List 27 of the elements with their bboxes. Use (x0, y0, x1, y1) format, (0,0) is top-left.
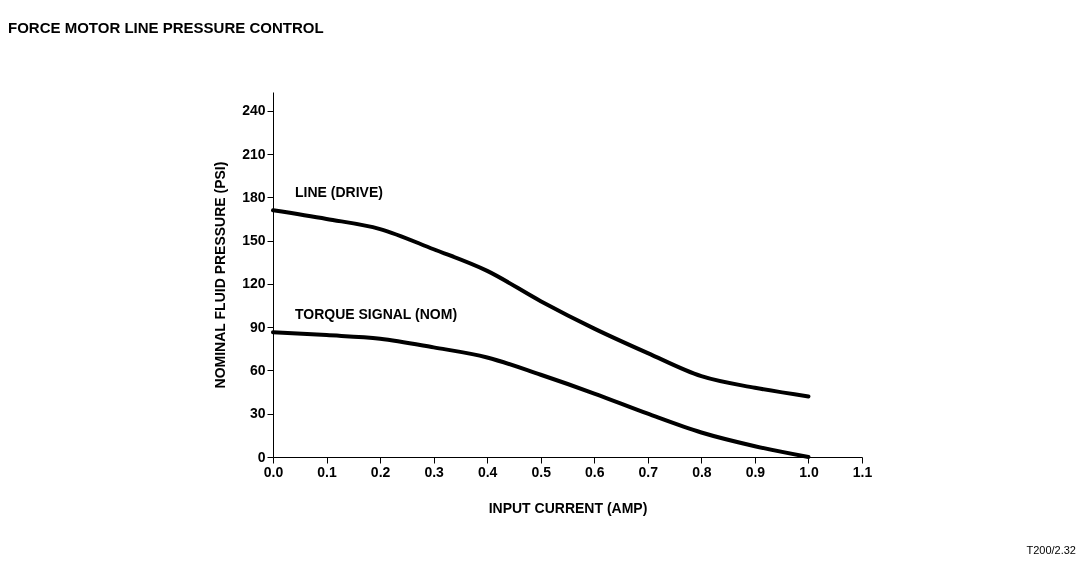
x-tick-label: 0.0 (263, 463, 284, 480)
chart-title: FORCE MOTOR LINE PRESSURE CONTROL (8, 19, 324, 36)
y-tick-label: 240 (242, 102, 266, 119)
x-tick-label: 1.0 (799, 463, 819, 480)
x-axis-title: INPUT CURRENT (AMP) (488, 499, 648, 516)
x-tick-label: 0.8 (692, 463, 712, 480)
y-tick-label: 120 (242, 275, 266, 292)
series-label: LINE (DRIVE) (295, 184, 383, 201)
x-tick-label: 0.9 (745, 463, 766, 480)
y-axis-title: NOMINAL FLUID PRESSURE (PSI) (212, 161, 229, 389)
series-label: TORQUE SIGNAL (NOM) (295, 306, 458, 323)
x-tick-label: 0.1 (317, 463, 337, 480)
y-tick-label: 180 (242, 188, 266, 205)
x-tick-label: 0.6 (585, 463, 605, 480)
x-tick-label: 0.7 (638, 463, 659, 480)
y-tick-label: 150 (242, 232, 266, 249)
x-tick-label: 1.1 (852, 463, 873, 480)
text: T200/2.32 (1026, 544, 1076, 556)
x-tick-label: 0.2 (370, 463, 391, 480)
x-tick-label: 0.5 (531, 463, 552, 480)
y-tick-label: 90 (249, 318, 266, 335)
y-tick-label: 60 (249, 361, 266, 378)
y-tick-label: 210 (242, 145, 266, 162)
x-tick-label: 0.4 (477, 463, 498, 480)
y-tick-label: 30 (249, 405, 266, 422)
x-tick-label: 0.3 (424, 463, 445, 480)
y-tick-label: 0 (257, 448, 266, 465)
